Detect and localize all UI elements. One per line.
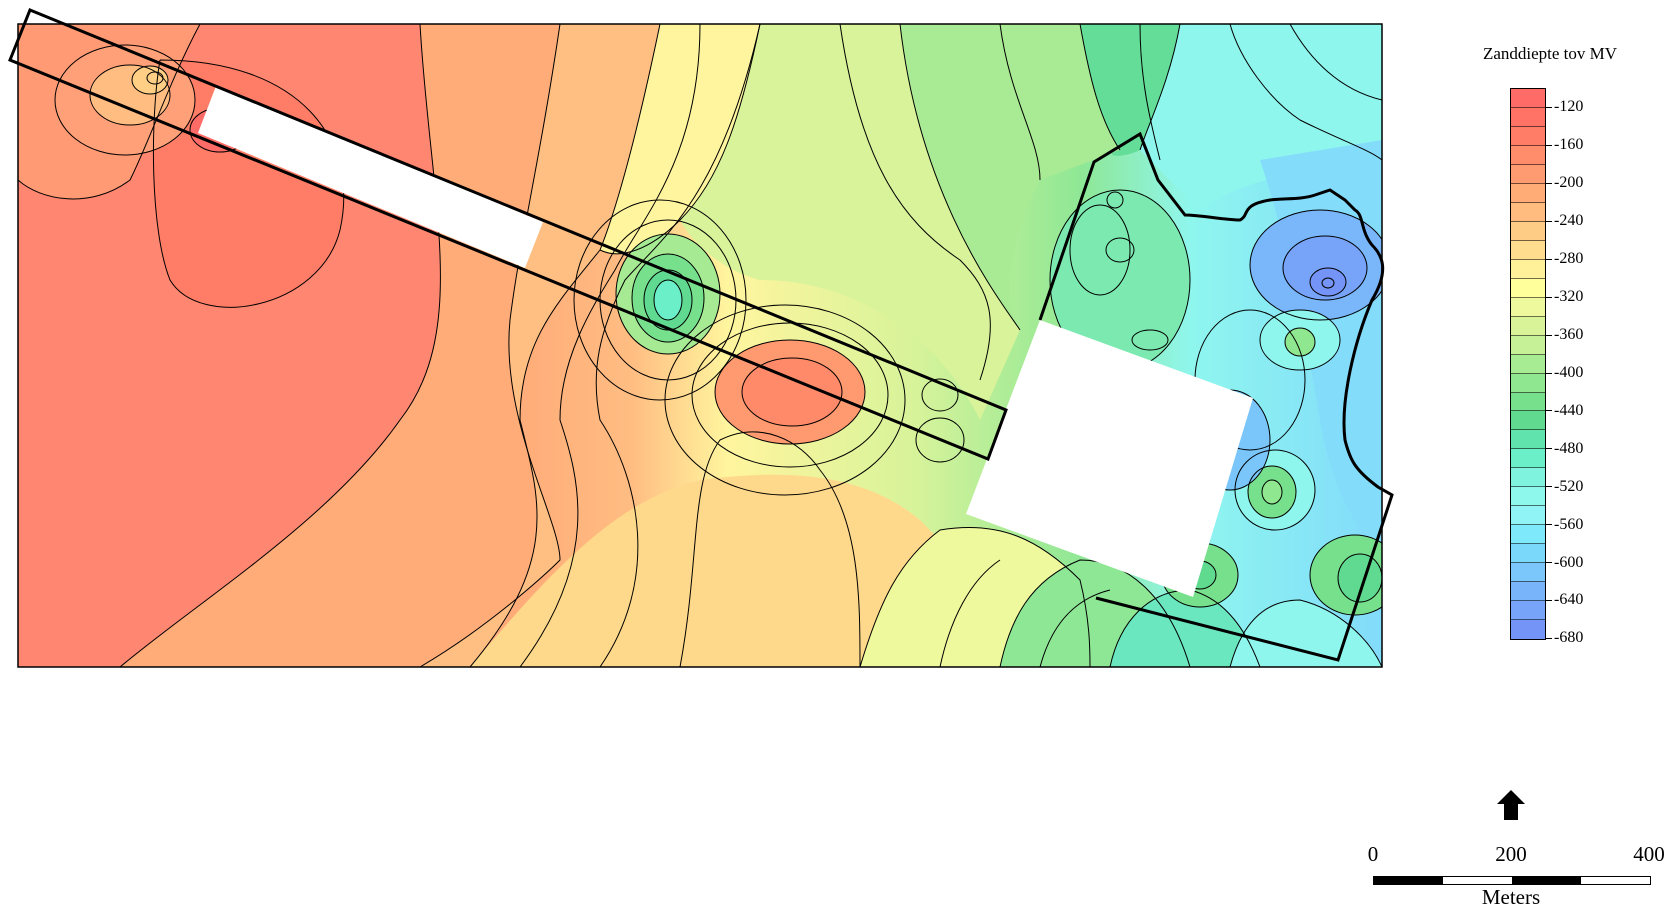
- legend-color-bar: [1510, 88, 1546, 641]
- legend-swatch: [1511, 544, 1545, 564]
- legend-swatch: [1511, 620, 1545, 640]
- legend-swatch: [1511, 582, 1545, 602]
- legend-label: -400: [1546, 364, 1583, 381]
- legend-swatch: [1511, 297, 1545, 317]
- band-yellow-green: [680, 24, 1020, 420]
- legend-swatch: [1511, 468, 1545, 488]
- legend-label: -680: [1546, 630, 1583, 646]
- legend-swatch: [1511, 240, 1545, 260]
- contour-lines: [18, 24, 1382, 667]
- teal-cluster-right: [1050, 190, 1190, 370]
- legend-label: -320: [1546, 288, 1583, 305]
- legend-swatch: [1511, 89, 1545, 108]
- legend-label: -240: [1546, 212, 1583, 229]
- scale-tick-0: 0: [1367, 842, 1379, 866]
- band-bottom-yellow: [470, 474, 1000, 667]
- legend-swatch: [1511, 354, 1545, 374]
- legend-label: -600: [1546, 554, 1583, 571]
- band-green-top: [900, 24, 1120, 330]
- map-frame: [17, 23, 1383, 668]
- north-arrow-icon: [1497, 790, 1525, 820]
- legend-swatch: [1511, 430, 1545, 450]
- legend-label: -200: [1546, 174, 1583, 191]
- band-teal-top: [1080, 24, 1180, 156]
- legend-label: -480: [1546, 440, 1583, 457]
- legend-swatch: [1511, 449, 1545, 469]
- legend-swatch: [1511, 259, 1545, 279]
- scale-unit-label: Meters: [1481, 885, 1541, 909]
- legend-label: -560: [1546, 516, 1583, 533]
- legend-swatch: [1511, 164, 1545, 184]
- band-bottom-teal: [1110, 590, 1260, 667]
- no-data-strip: [198, 86, 543, 268]
- legend-swatch: [1511, 487, 1545, 507]
- legend-swatch: [1511, 335, 1545, 355]
- scale-tick-400: 400: [1633, 842, 1665, 866]
- legend-swatch: [1511, 373, 1545, 393]
- legend-title: Zanddiepte tov MV: [1482, 44, 1618, 63]
- legend-swatch: [1511, 601, 1545, 621]
- scale-bar: [1373, 876, 1651, 885]
- legend-label: -280: [1546, 250, 1583, 267]
- legend-swatch: [1511, 183, 1545, 203]
- no-data-square: [966, 320, 1253, 597]
- legend-swatch: [1511, 525, 1545, 545]
- legend-label: -520: [1546, 478, 1583, 495]
- scale-tick-200: 200: [1495, 842, 1527, 866]
- legend-swatch: [1511, 563, 1545, 583]
- legend-label: -640: [1546, 592, 1583, 608]
- legend-label: -440: [1546, 402, 1583, 419]
- legend-swatch: [1511, 126, 1545, 146]
- legend-label: -360: [1546, 326, 1583, 343]
- legend-swatch: [1511, 506, 1545, 526]
- legend-label: -120: [1546, 98, 1583, 115]
- band-bottom-cyan: [1230, 600, 1382, 667]
- legend-swatch: [1511, 392, 1545, 412]
- legend-swatch: [1511, 107, 1545, 127]
- legend-swatch: [1511, 221, 1545, 241]
- study-area-outline: [8, 8, 1394, 662]
- legend-swatch: [1511, 316, 1545, 336]
- legend-label: -160: [1546, 136, 1583, 153]
- legend-swatch: [1511, 411, 1545, 431]
- legend-swatch: [1511, 202, 1545, 222]
- band-yellow: [600, 24, 760, 254]
- legend-swatch: [1511, 145, 1545, 165]
- band-light-orange: [420, 24, 660, 667]
- legend-swatch: [1511, 278, 1545, 298]
